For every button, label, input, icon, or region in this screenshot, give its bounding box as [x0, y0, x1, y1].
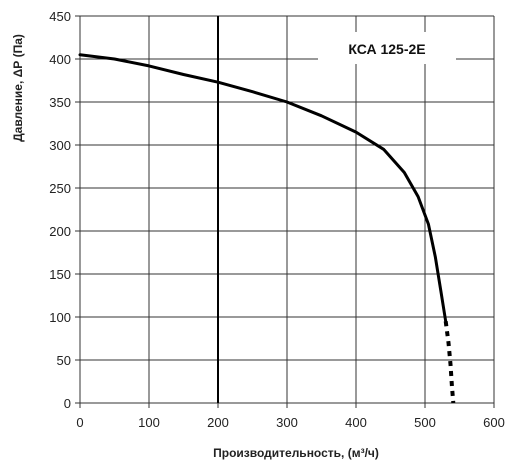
x-tick-label: 100 [138, 415, 160, 430]
x-tick-label: 300 [276, 415, 298, 430]
curve-main [78, 53, 448, 323]
y-tick-label: 400 [49, 52, 71, 67]
x-axis-label: Производительность, (м³/ч) [213, 446, 379, 460]
y-axis-label: Давление, ΔР (Па) [11, 34, 25, 142]
y-tick-label: 350 [49, 95, 71, 110]
y-tick-label: 100 [49, 310, 71, 325]
model-label: КСА 125-2Е [348, 41, 425, 57]
x-tick-label: 200 [207, 415, 229, 430]
curve-extrapolated [443, 321, 456, 404]
y-tick-label: 50 [57, 353, 71, 368]
x-tick-label: 500 [414, 415, 436, 430]
y-tick-label: 250 [49, 181, 71, 196]
tick-labels: 0 100 200 300 400 500 600 0 50 100 150 200 250 300 350… [49, 9, 505, 430]
curve-layer [78, 53, 456, 404]
y-tick-label: 450 [49, 9, 71, 24]
y-tick-label: 200 [49, 224, 71, 239]
y-tick-label: 150 [49, 267, 71, 282]
x-tick-label: 600 [483, 415, 505, 430]
model-label-box [318, 32, 456, 64]
x-tick-label: 400 [345, 415, 367, 430]
x-tick-label: 0 [76, 415, 83, 430]
y-tick-label: 300 [49, 138, 71, 153]
grid [75, 15, 495, 408]
y-tick-label: 0 [64, 396, 71, 411]
